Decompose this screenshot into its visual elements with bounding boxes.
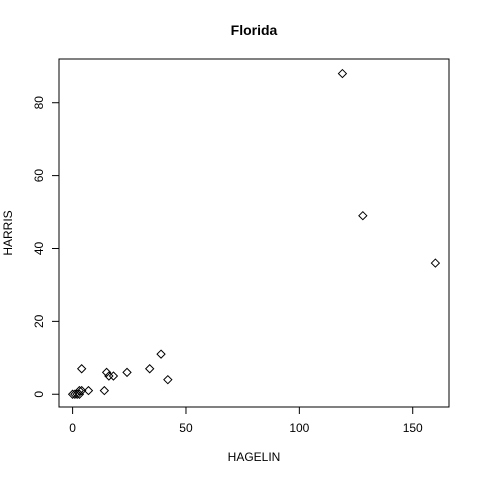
data-point [156, 349, 166, 359]
data-point [358, 210, 368, 221]
data-point [70, 389, 80, 399]
x-tick-label: 100 [289, 421, 309, 435]
data-point [76, 364, 87, 374]
data-point [76, 385, 87, 396]
data-point [122, 367, 132, 378]
y-tick-label: 60 [32, 169, 46, 183]
data-point [108, 371, 119, 381]
data-point [430, 258, 441, 268]
data-points [67, 68, 441, 399]
data-point [72, 389, 82, 399]
data-point [101, 367, 112, 378]
x-axis-label: HAGELIN [228, 450, 281, 464]
y-axis: 0 20 40 60 80 [32, 96, 60, 398]
data-point [74, 389, 85, 399]
y-tick-label: 80 [32, 96, 46, 110]
y-tick-label: 20 [32, 314, 46, 328]
data-point [163, 374, 173, 385]
x-tick-label: 50 [179, 421, 193, 435]
data-point [83, 385, 94, 396]
y-axis-label: HARRIS [1, 210, 15, 255]
data-point [74, 385, 85, 396]
data-point [337, 68, 348, 79]
x-tick-label: 150 [403, 421, 423, 435]
plot-frame [58, 58, 450, 408]
x-tick-label: 0 [69, 421, 76, 435]
y-tick-label: 40 [32, 241, 46, 255]
data-point [144, 364, 155, 374]
chart-title: Florida [231, 22, 278, 38]
y-tick-label: 0 [32, 391, 46, 398]
data-point [104, 371, 114, 381]
x-axis: 0 50 100 150 [69, 406, 423, 435]
data-point [67, 389, 78, 399]
data-point [99, 385, 110, 396]
